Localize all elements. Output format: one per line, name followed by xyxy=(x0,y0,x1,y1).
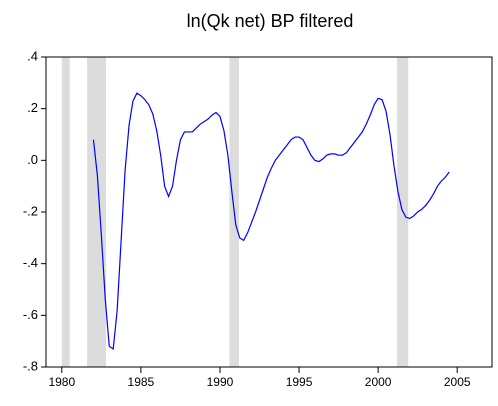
x-tick-label: 1995 xyxy=(286,375,313,389)
shaded-period xyxy=(61,57,70,367)
y-tick-label: -.4 xyxy=(23,255,38,270)
x-tick-label: 2005 xyxy=(444,375,471,389)
y-tick-label: .2 xyxy=(27,100,38,115)
x-tick-label: 1990 xyxy=(207,375,234,389)
x-tick-label: 1985 xyxy=(128,375,155,389)
shaded-period xyxy=(87,57,107,367)
chart-title: ln(Qk net) BP filtered xyxy=(187,11,354,31)
y-tick-label: .0 xyxy=(27,152,38,167)
plot-frame xyxy=(45,56,493,368)
y-tick-label: .4 xyxy=(27,48,38,63)
y-tick-label: -.2 xyxy=(23,203,38,218)
y-tick-label: -.6 xyxy=(23,307,38,322)
x-tick-label: 1980 xyxy=(48,375,75,389)
series-line xyxy=(92,92,450,350)
x-tick-label: 2000 xyxy=(365,375,392,389)
y-tick-label: -.8 xyxy=(23,358,38,373)
